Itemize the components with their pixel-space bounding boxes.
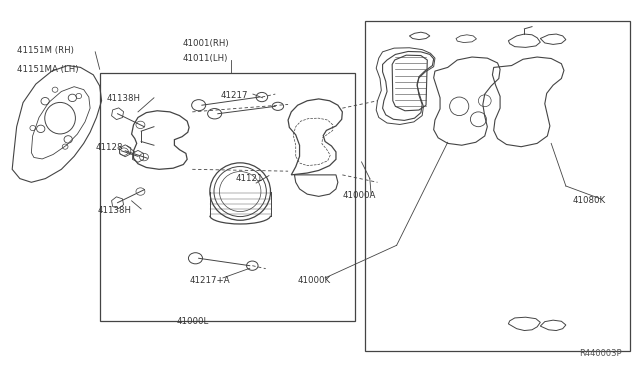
Text: 41128: 41128 bbox=[95, 142, 123, 151]
Text: R440003P: R440003P bbox=[579, 349, 621, 358]
Text: 41217+A: 41217+A bbox=[189, 276, 230, 285]
Text: 41138H: 41138H bbox=[106, 94, 140, 103]
Text: 41217: 41217 bbox=[221, 91, 248, 100]
Text: 41000K: 41000K bbox=[298, 276, 331, 285]
Text: 41000L: 41000L bbox=[176, 317, 209, 326]
Text: 41138H: 41138H bbox=[98, 206, 132, 215]
Text: 41121: 41121 bbox=[236, 174, 263, 183]
Text: 41080K: 41080K bbox=[572, 196, 605, 205]
Text: 41001(RH): 41001(RH) bbox=[182, 39, 229, 48]
Text: 41000A: 41000A bbox=[342, 191, 376, 200]
Text: 41151MA (LH): 41151MA (LH) bbox=[17, 65, 78, 74]
Text: 41151M (RH): 41151M (RH) bbox=[17, 46, 74, 55]
Text: 41011(LH): 41011(LH) bbox=[182, 54, 228, 62]
